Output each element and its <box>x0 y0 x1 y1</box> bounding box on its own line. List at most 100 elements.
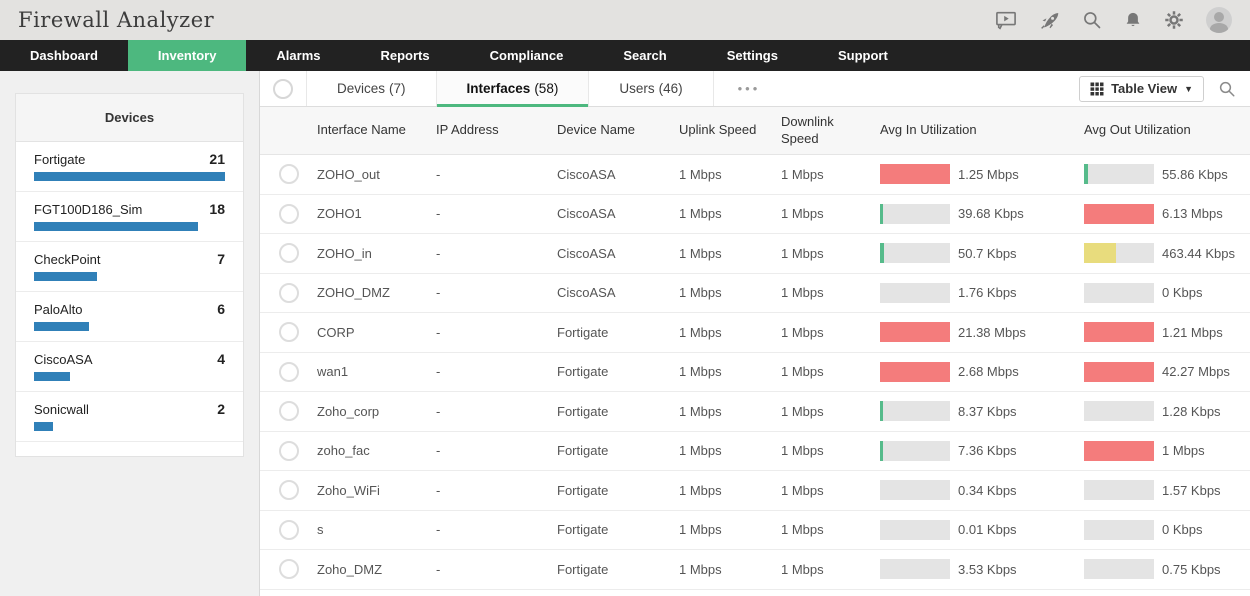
cell-downlink-speed: 1 Mbps <box>781 443 824 459</box>
row-select-radio[interactable] <box>278 440 299 461</box>
avg-out-bar-fill <box>1084 203 1154 224</box>
cell-avg-out-utilization: 1.28 Kbps <box>1084 401 1250 422</box>
table-row[interactable]: Zoho_WiFi - Fortigate 1 Mbps 1 Mbps 0.34… <box>260 471 1250 511</box>
tab-devices[interactable]: Devices (7) <box>307 71 437 106</box>
row-select-radio[interactable] <box>278 401 299 422</box>
table-row[interactable]: wan1 - Fortigate 1 Mbps 1 Mbps 2.68 Mbps… <box>260 353 1250 392</box>
avg-in-bar-track <box>880 401 950 422</box>
avg-out-value: 55.86 Kbps <box>1162 166 1228 182</box>
avg-out-bar-track <box>1084 322 1154 343</box>
search-icon[interactable] <box>1082 10 1102 30</box>
col-avg-out-utilization[interactable]: Avg Out Utilization <box>1084 122 1191 138</box>
cell-avg-in-utilization: 50.7 Kbps <box>880 243 1084 264</box>
more-tabs-button[interactable]: ••• <box>737 81 761 96</box>
table-row[interactable]: ZOHO_out - CiscoASA 1 Mbps 1 Mbps 1.25 M… <box>260 155 1250 195</box>
avg-out-bar-track <box>1084 164 1154 185</box>
presentation-icon[interactable] <box>995 10 1017 30</box>
table-view-dropdown[interactable]: Table View ▼ <box>1079 75 1204 102</box>
device-list-item[interactable]: CheckPoint 7 <box>16 242 243 292</box>
col-avg-in-utilization[interactable]: Avg In Utilization <box>880 122 977 138</box>
table-search-icon[interactable] <box>1218 80 1236 98</box>
main-area: Devices Fortigate 21 FGT100D186_Sim 18 C… <box>0 71 1250 596</box>
select-all-radio[interactable] <box>273 78 293 99</box>
table-row[interactable]: ZOHO_DMZ - CiscoASA 1 Mbps 1 Mbps 1.76 K… <box>260 274 1250 313</box>
avg-out-value: 1.28 Kbps <box>1162 403 1221 419</box>
avg-out-value: 1 Mbps <box>1162 443 1205 459</box>
avg-in-bar-fill <box>880 322 950 343</box>
device-list-item[interactable]: CiscoASA 4 <box>16 342 243 392</box>
nav-item-reports[interactable]: Reports <box>380 48 430 63</box>
col-uplink-speed[interactable]: Uplink Speed <box>679 122 757 138</box>
avg-in-bar-track <box>880 519 950 540</box>
devices-card-title: Devices <box>16 94 243 142</box>
cell-ip-address: - <box>436 166 441 182</box>
nav-item-inventory[interactable]: Inventory <box>127 40 247 71</box>
cell-interface-name: ZOHO1 <box>317 206 362 222</box>
nav-item-settings[interactable]: Settings <box>726 48 778 63</box>
nav-item-dashboard[interactable]: Dashboard <box>30 48 98 63</box>
bell-icon[interactable] <box>1124 10 1142 30</box>
avg-in-value: 8.37 Kbps <box>958 403 1017 419</box>
row-select-radio[interactable] <box>278 361 299 382</box>
cell-avg-out-utilization: 55.86 Kbps <box>1084 164 1250 185</box>
table-row[interactable]: Zoho_DMZ - Fortigate 1 Mbps 1 Mbps 3.53 … <box>260 550 1250 590</box>
cell-avg-in-utilization: 21.38 Mbps <box>880 322 1084 343</box>
table-row[interactable]: Zoho_corp - Fortigate 1 Mbps 1 Mbps 8.37… <box>260 392 1250 432</box>
table-row[interactable]: ZOHO1 - CiscoASA 1 Mbps 1 Mbps 39.68 Kbp… <box>260 195 1250 234</box>
row-select-radio[interactable] <box>278 203 299 224</box>
cell-avg-out-utilization: 1.21 Mbps <box>1084 322 1250 343</box>
row-select-radio[interactable] <box>278 322 299 343</box>
cell-ip-address: - <box>436 561 441 577</box>
row-select-radio[interactable] <box>278 282 299 303</box>
main-nav: Dashboard Inventory Alarms Reports Compl… <box>0 40 1250 71</box>
tab-interfaces[interactable]: Interfaces (58) <box>436 71 590 107</box>
row-select-radio[interactable] <box>278 243 299 264</box>
cell-downlink-speed: 1 Mbps <box>781 522 824 538</box>
avg-out-value: 1.21 Mbps <box>1162 324 1223 340</box>
device-list-item[interactable]: Sonicwall 2 <box>16 392 243 442</box>
avg-out-value: 6.13 Mbps <box>1162 206 1223 222</box>
col-device-name[interactable]: Device Name <box>557 122 636 138</box>
cell-avg-out-utilization: 1.57 Kbps <box>1084 480 1250 501</box>
device-list-item[interactable]: Fortigate 21 <box>16 142 243 192</box>
avg-out-value: 0 Kbps <box>1162 285 1203 301</box>
cell-uplink-speed: 1 Mbps <box>679 522 722 538</box>
rocket-icon[interactable] <box>1039 10 1060 31</box>
cell-downlink-speed: 1 Mbps <box>781 482 824 498</box>
device-list-item[interactable]: FGT100D186_Sim 18 <box>16 192 243 242</box>
device-count-bar <box>34 272 98 281</box>
row-select-radio[interactable] <box>278 519 299 540</box>
row-select-radio[interactable] <box>278 480 299 501</box>
avg-in-value: 21.38 Mbps <box>958 324 1026 340</box>
device-name: Sonicwall <box>34 402 89 417</box>
col-ip-address[interactable]: IP Address <box>436 122 499 138</box>
nav-item-support[interactable]: Support <box>837 48 888 63</box>
col-downlink-speed[interactable]: Downlink Speed <box>781 114 834 146</box>
avg-in-bar-fill <box>880 243 884 264</box>
cell-interface-name: wan1 <box>317 364 349 380</box>
device-list-item[interactable]: PaloAlto 6 <box>16 292 243 342</box>
cell-avg-out-utilization: 1 Mbps <box>1084 440 1250 461</box>
cell-avg-in-utilization: 39.68 Kbps <box>880 203 1084 224</box>
cell-interface-name: ZOHO_DMZ <box>317 285 390 301</box>
nav-item-alarms[interactable]: Alarms <box>276 48 321 63</box>
tab-users[interactable]: Users (46) <box>589 71 714 106</box>
cell-avg-out-utilization: 6.13 Mbps <box>1084 203 1250 224</box>
table-row[interactable]: CORP - Fortigate 1 Mbps 1 Mbps 21.38 Mbp… <box>260 313 1250 353</box>
device-count: 4 <box>217 351 225 367</box>
table-row[interactable]: ZOHO_in - CiscoASA 1 Mbps 1 Mbps 50.7 Kb… <box>260 234 1250 274</box>
device-count: 21 <box>209 151 225 167</box>
row-select-radio[interactable] <box>278 164 299 185</box>
row-select-radio[interactable] <box>278 559 299 580</box>
cell-uplink-speed: 1 Mbps <box>679 561 722 577</box>
nav-item-search[interactable]: Search <box>623 48 667 63</box>
table-row[interactable]: zoho_fac - Fortigate 1 Mbps 1 Mbps 7.36 … <box>260 432 1250 471</box>
device-count: 7 <box>217 251 225 267</box>
avg-in-value: 2.68 Mbps <box>958 364 1019 380</box>
col-interface-name[interactable]: Interface Name <box>317 122 406 138</box>
gear-icon[interactable] <box>1164 10 1184 30</box>
avatar[interactable] <box>1206 7 1232 33</box>
nav-item-compliance[interactable]: Compliance <box>489 48 564 63</box>
table-row[interactable]: s - Fortigate 1 Mbps 1 Mbps 0.01 Kbps 0 … <box>260 511 1250 550</box>
tabs: Devices (7) Interfaces (58) Users (46) <box>307 71 714 107</box>
